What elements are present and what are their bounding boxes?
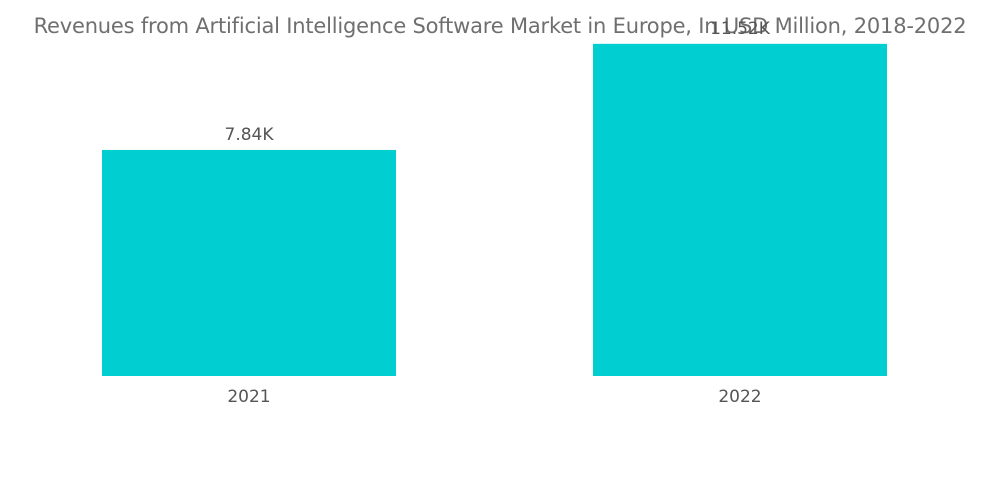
- data-label-2022: 11.52K: [710, 19, 771, 39]
- bar-2022: [593, 43, 887, 377]
- bars-layer: [102, 43, 887, 377]
- x-tick-label-2021: 2021: [227, 387, 270, 407]
- bar-2021: [102, 149, 396, 376]
- x-tick-label-2022: 2022: [718, 387, 761, 407]
- chart-title: Revenues from Artificial Intelligence So…: [33, 14, 967, 38]
- x-axis-ticks: 2021 2022: [227, 387, 761, 407]
- data-label-2021: 7.84K: [225, 125, 275, 145]
- data-labels-layer: 7.84K 11.52K: [225, 19, 771, 145]
